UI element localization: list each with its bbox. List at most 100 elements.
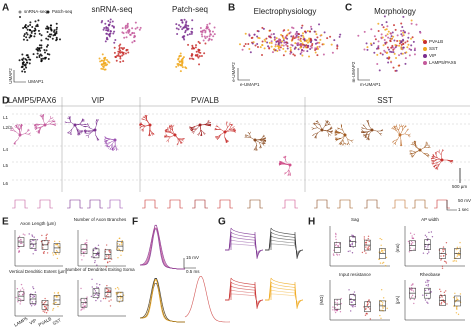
dot [107, 289, 110, 291]
neurite [335, 129, 338, 132]
dot [48, 239, 50, 242]
dot [380, 33, 383, 36]
dot [118, 301, 121, 303]
dot [41, 243, 44, 245]
trace [184, 276, 231, 323]
dot [424, 245, 427, 248]
group-label: LAMP5/PAX6 [8, 96, 57, 105]
neurite [77, 129, 79, 133]
neurite [64, 121, 68, 124]
dot [55, 243, 58, 246]
dot [197, 40, 200, 43]
panel-letter: C [345, 3, 352, 14]
neurite [395, 128, 399, 131]
neurite [282, 156, 286, 159]
neurite [363, 128, 368, 130]
dot [127, 51, 130, 54]
dot [392, 51, 395, 54]
x-tick-label: VIP [28, 318, 37, 326]
dot [104, 22, 107, 25]
dot [134, 27, 137, 30]
dot [406, 40, 409, 43]
dot [410, 37, 413, 40]
neurite [116, 148, 119, 151]
dot [55, 39, 58, 42]
neurite [435, 166, 438, 169]
neurite [149, 129, 153, 133]
neurite [253, 147, 256, 151]
dot [55, 36, 58, 39]
dot [179, 25, 182, 28]
dot [411, 36, 414, 39]
dot [94, 290, 97, 292]
neurite [398, 126, 401, 131]
trace [107, 199, 123, 209]
dot [83, 299, 85, 301]
dot [339, 311, 342, 313]
dot [367, 238, 369, 240]
neurite [408, 133, 411, 136]
dot [38, 44, 41, 47]
neurite [343, 142, 345, 146]
dot [107, 33, 110, 36]
dot [290, 43, 293, 46]
dot [309, 45, 312, 48]
dot [303, 30, 306, 33]
dot [213, 26, 216, 29]
neurite [113, 148, 116, 151]
dot [440, 255, 442, 257]
neurite [433, 159, 438, 162]
dot [440, 290, 442, 293]
dot [372, 42, 375, 45]
dot [116, 54, 119, 57]
neurite [69, 118, 72, 123]
neurite [198, 133, 200, 136]
neurite [28, 132, 31, 135]
dot [443, 291, 446, 294]
dot [25, 31, 28, 34]
dot [294, 33, 297, 36]
dot [400, 48, 403, 51]
neurite [279, 161, 283, 163]
neurite [214, 127, 218, 130]
neurite [208, 124, 212, 126]
dot [104, 68, 107, 71]
neurite [435, 162, 438, 166]
dot [459, 246, 461, 248]
axes [329, 226, 390, 267]
neurite [340, 139, 344, 143]
neurite [314, 135, 317, 139]
dot [86, 239, 88, 241]
scale-bar [183, 258, 196, 269]
panel-letter: A [2, 3, 9, 14]
dot [115, 291, 117, 294]
dot [28, 58, 31, 61]
dot [316, 54, 319, 57]
dot [106, 288, 108, 290]
dot [386, 51, 389, 54]
dot [58, 38, 61, 41]
dot [365, 42, 368, 45]
dot [40, 60, 43, 63]
dot [309, 30, 312, 33]
dot [34, 249, 36, 251]
neurite [79, 124, 84, 127]
dot [32, 253, 34, 255]
dot [102, 297, 105, 300]
dot [407, 43, 410, 46]
dot [44, 309, 46, 311]
dot [445, 262, 448, 264]
dot [426, 252, 429, 255]
dot [190, 52, 193, 55]
dot [401, 52, 404, 55]
dot [411, 289, 413, 292]
dot [379, 52, 382, 55]
dot [44, 305, 46, 308]
dot [277, 47, 280, 50]
dot [38, 56, 41, 59]
neurite [326, 128, 331, 131]
dot [118, 288, 120, 290]
neurite [217, 134, 221, 137]
neurite [279, 161, 282, 164]
neurite [262, 142, 266, 144]
